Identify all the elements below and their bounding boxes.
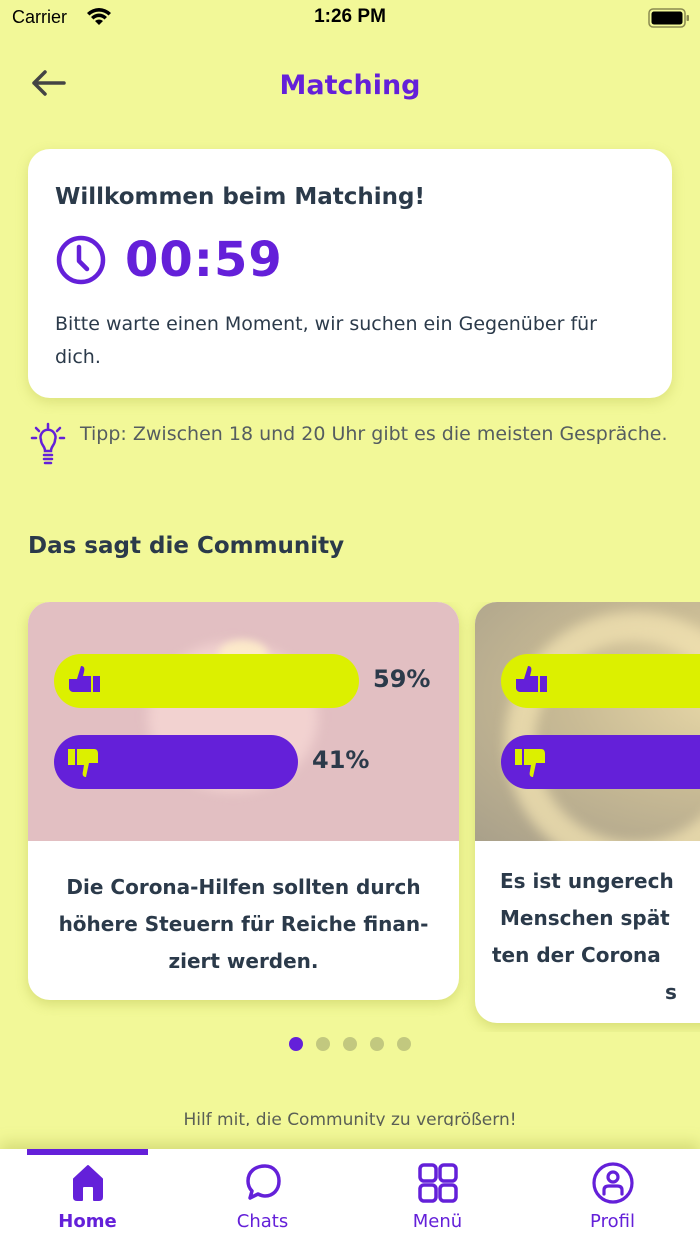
agree-bar bbox=[501, 654, 700, 708]
lightbulb-icon bbox=[30, 422, 66, 465]
poll-question: Die Corona-Hilfen sollten durch höhere S… bbox=[58, 875, 429, 973]
tab-profile[interactable]: Profil bbox=[525, 1149, 700, 1244]
tab-bar: Home Chats Menü Profil bbox=[0, 1149, 700, 1244]
poll-image bbox=[475, 602, 700, 841]
agree-bar bbox=[54, 654, 359, 708]
welcome-card: Willkommen beim Matching! 00:59 Bitte wa… bbox=[28, 149, 672, 398]
user-circle-icon bbox=[591, 1162, 634, 1204]
tab-label: Home bbox=[58, 1211, 117, 1232]
carousel-pagination bbox=[0, 1037, 700, 1051]
footer-hint: Hilf mit, die Community zu vergrößern! bbox=[183, 1110, 517, 1126]
poll-card[interactable]: Es ist ungerech Menschen spät ten der Co… bbox=[475, 602, 700, 1023]
page-title: Matching bbox=[279, 70, 421, 101]
poll-carousel[interactable]: 59% 41% Die Corona-Hilfen sollten durch … bbox=[0, 602, 700, 1032]
active-tab-indicator bbox=[27, 1149, 148, 1155]
poll-question-line: s bbox=[665, 980, 677, 1004]
thumbs-up-icon bbox=[516, 666, 547, 692]
community-section-title: Das sagt die Community bbox=[28, 533, 345, 559]
welcome-text: Bitte warte einen Moment, wir suchen ein… bbox=[55, 313, 597, 368]
timer-value: 00:59 bbox=[125, 232, 283, 288]
back-button[interactable] bbox=[30, 66, 70, 100]
wifi-icon bbox=[86, 6, 112, 31]
poll-question: Es ist ungerech Menschen spät ten der Co… bbox=[475, 841, 700, 1011]
page-dot-1[interactable] bbox=[289, 1037, 303, 1051]
status-time: 1:26 PM bbox=[314, 6, 386, 27]
thumbs-up-icon bbox=[69, 666, 100, 692]
home-icon bbox=[72, 1165, 103, 1201]
clock-icon bbox=[56, 235, 106, 285]
disagree-bar bbox=[501, 735, 700, 789]
tab-home[interactable]: Home bbox=[0, 1149, 175, 1244]
thumbs-down-icon bbox=[68, 749, 98, 777]
tab-chats[interactable]: Chats bbox=[175, 1149, 350, 1244]
tab-label: Chats bbox=[236, 1211, 289, 1232]
carrier-label: Carrier bbox=[12, 7, 68, 27]
thumbs-down-icon bbox=[515, 749, 545, 777]
chat-bubble-icon bbox=[245, 1164, 281, 1200]
tab-label: Profil bbox=[590, 1211, 635, 1232]
poll-question-line: Menschen spät bbox=[500, 906, 670, 930]
page-dot-4[interactable] bbox=[370, 1037, 384, 1051]
nav-bar: Matching bbox=[0, 50, 700, 126]
tab-label: Menü bbox=[412, 1211, 463, 1232]
tip: Tipp: Zwischen 18 und 20 Uhr gibt es die… bbox=[28, 418, 668, 468]
timer: 00:59 bbox=[55, 232, 283, 288]
welcome-title: Willkommen beim Matching! bbox=[55, 184, 425, 210]
page-dot-3[interactable] bbox=[343, 1037, 357, 1051]
agree-percentage: 59% bbox=[373, 665, 431, 693]
arrow-left-icon bbox=[32, 70, 66, 96]
disagree-percentage: 41% bbox=[312, 746, 370, 774]
tip-text: Tipp: Zwischen 18 und 20 Uhr gibt es die… bbox=[80, 423, 668, 445]
page-dot-2[interactable] bbox=[316, 1037, 330, 1051]
tab-menu[interactable]: Menü bbox=[350, 1149, 525, 1244]
battery-icon bbox=[648, 8, 690, 33]
disagree-bar bbox=[54, 735, 298, 789]
page-dot-5[interactable] bbox=[397, 1037, 411, 1051]
poll-question-line: ten der Corona bbox=[492, 943, 661, 967]
poll-image: 59% 41% bbox=[28, 602, 459, 841]
status-bar: Carrier 1:26 PM bbox=[0, 0, 700, 36]
grid-menu-icon bbox=[417, 1163, 458, 1203]
poll-question-line: Es ist ungerech bbox=[500, 869, 674, 893]
poll-card[interactable]: 59% 41% Die Corona-Hilfen sollten durch … bbox=[28, 602, 459, 1000]
